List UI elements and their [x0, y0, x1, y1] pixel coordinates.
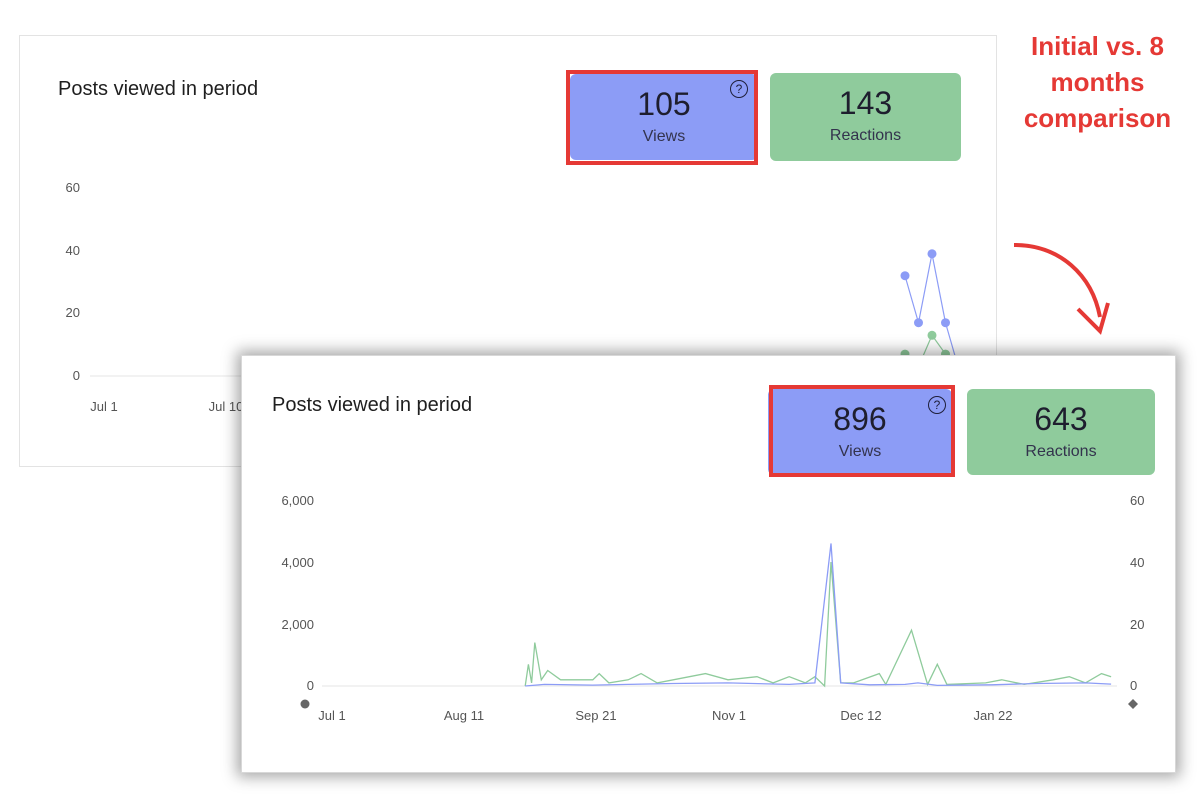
- y-left-tick-label: 4,000: [281, 555, 314, 570]
- x-tick-label: Jan 22: [973, 708, 1012, 723]
- views-stat-card[interactable]: 105 Views: [570, 74, 758, 160]
- y-tick-label: 20: [66, 305, 80, 320]
- views-data-point[interactable]: [914, 318, 923, 328]
- help-icon[interactable]: ?: [928, 396, 946, 414]
- panel-title: Posts viewed in period: [272, 394, 473, 416]
- y-tick-label: 60: [66, 180, 80, 195]
- views-data-point[interactable]: [900, 271, 910, 281]
- panel-title: Posts viewed in period: [58, 78, 259, 100]
- x-tick-label: Jul 1: [318, 708, 345, 723]
- eight-months-card: Posts viewed in period 896 Views ? 643 R…: [241, 355, 1176, 773]
- reactions-stat-card[interactable]: 643 Reactions: [967, 389, 1155, 475]
- reactions-count: 643: [1034, 401, 1088, 437]
- x-tick-label: Dec 12: [840, 708, 881, 723]
- y-right-tick-label: 0: [1130, 678, 1137, 693]
- comparison-annotation: Initial vs. 8 months comparison: [1023, 31, 1172, 133]
- y-right-tick-label: 60: [1130, 493, 1144, 508]
- x-tick-label: Nov 1: [712, 708, 746, 723]
- reactions-data-point[interactable]: [927, 330, 937, 340]
- views-count: 896: [833, 401, 887, 437]
- views-highlight-box: [566, 70, 758, 165]
- y-tick-label: 0: [73, 368, 80, 383]
- range-start-handle[interactable]: [300, 699, 310, 709]
- reactions-count: 143: [838, 85, 893, 121]
- x-tick-label: Sep 21: [575, 708, 616, 723]
- x-tick-label: Aug 11: [444, 708, 484, 723]
- views-stat-card[interactable]: 896 Views: [768, 389, 952, 475]
- x-tick-label: Jul 10: [209, 399, 244, 414]
- y-right-tick-label: 20: [1130, 617, 1144, 632]
- views-data-point[interactable]: [941, 318, 950, 328]
- curved-arrow-icon: [1013, 243, 1110, 335]
- views-series-line: [904, 253, 960, 370]
- range-end-handle[interactable]: [1128, 699, 1138, 709]
- y-left-tick-label: 6,000: [281, 493, 314, 508]
- views-series-line: [525, 543, 1112, 687]
- views-count: 105: [637, 86, 691, 122]
- reactions-label: Reactions: [1025, 443, 1097, 460]
- reactions-stat-card[interactable]: 143 Reactions: [770, 73, 961, 161]
- views-label: Views: [642, 128, 686, 145]
- eight-months-line-chart: 6,000 4,000 2,000 0 60 40 20 0 Jul 1 Aug…: [281, 493, 1144, 723]
- views-label: Views: [838, 443, 882, 460]
- views-data-point[interactable]: [927, 249, 937, 259]
- y-left-tick-label: 0: [307, 678, 314, 693]
- y-left-tick-label: 2,000: [281, 617, 314, 632]
- y-right-tick-label: 40: [1130, 555, 1144, 570]
- help-icon[interactable]: ?: [730, 80, 748, 98]
- reactions-series-line: [524, 561, 1112, 688]
- y-tick-label: 40: [66, 243, 80, 258]
- reactions-label: Reactions: [829, 127, 902, 144]
- x-tick-label: Jul 1: [90, 399, 117, 414]
- views-highlight-box: [769, 385, 955, 477]
